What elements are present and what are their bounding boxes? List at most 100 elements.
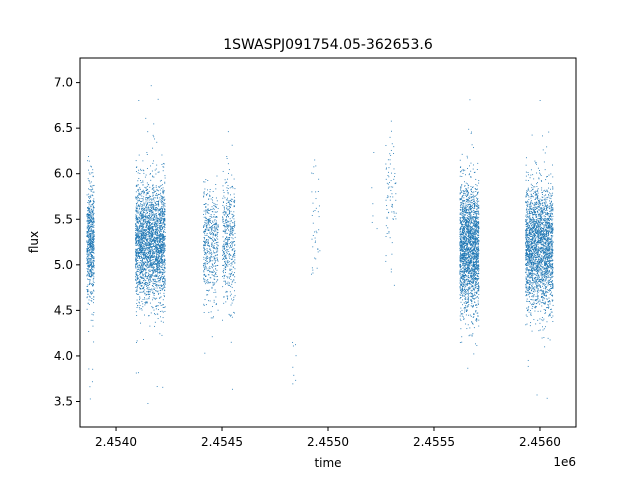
scatter-point (139, 225, 141, 227)
scatter-point (162, 166, 164, 168)
scatter-point (146, 234, 148, 236)
scatter-point (161, 266, 163, 268)
scatter-point (150, 245, 151, 247)
scatter-point (203, 196, 205, 198)
scatter-point (150, 240, 152, 242)
scatter-point (395, 199, 397, 201)
scatter-point (205, 203, 207, 205)
scatter-point (160, 251, 162, 252)
scatter-point (87, 207, 89, 209)
scatter-point (147, 288, 149, 290)
scatter-point (232, 280, 234, 282)
scatter-point (89, 233, 91, 235)
scatter-point (161, 241, 163, 243)
scatter-point (470, 257, 472, 259)
scatter-point (161, 260, 163, 262)
scatter-point (149, 213, 151, 215)
scatter-point (231, 228, 233, 230)
scatter-point (148, 261, 150, 263)
scatter-point (145, 189, 147, 191)
scatter-point (89, 269, 91, 270)
scatter-point (208, 253, 210, 255)
scatter-point (144, 247, 146, 249)
scatter-point (86, 252, 88, 253)
scatter-point (226, 248, 228, 250)
scatter-point (155, 305, 157, 307)
scatter-point (207, 255, 209, 257)
scatter-point (216, 243, 218, 245)
scatter-point (234, 262, 236, 264)
scatter-point (207, 281, 209, 283)
scatter-point (152, 253, 154, 255)
scatter-point (138, 277, 139, 279)
scatter-point (91, 271, 93, 273)
scatter-point (209, 189, 211, 190)
scatter-point (472, 204, 474, 206)
scatter-point (92, 285, 93, 286)
scatter-point (204, 222, 206, 224)
scatter-point (156, 222, 158, 224)
scatter-point (463, 217, 465, 219)
scatter-point (141, 247, 142, 249)
scatter-point (204, 204, 205, 205)
scatter-point (204, 242, 206, 244)
scatter-point (149, 289, 151, 291)
scatter-point (153, 219, 155, 220)
scatter-point (228, 243, 230, 245)
scatter-point (233, 201, 235, 203)
scatter-point (152, 147, 154, 149)
scatter-point (231, 283, 233, 285)
scatter-point (150, 239, 152, 241)
scatter-point (154, 191, 156, 192)
scatter-point (205, 194, 207, 195)
scatter-point (159, 218, 161, 219)
scatter-point (206, 228, 208, 230)
scatter-point (225, 242, 227, 244)
scatter-point (140, 255, 142, 257)
scatter-point (465, 301, 467, 302)
scatter-point (160, 209, 162, 211)
scatter-point (163, 199, 165, 201)
scatter-point (160, 211, 162, 213)
scatter-point (464, 239, 465, 241)
scatter-point (137, 268, 139, 270)
scatter-point (462, 228, 464, 230)
scatter-point (162, 213, 164, 215)
scatter-point (385, 225, 387, 227)
scatter-point (141, 195, 143, 197)
scatter-point (216, 228, 218, 230)
scatter-point (142, 217, 144, 218)
scatter-point (141, 281, 143, 283)
scatter-point (156, 213, 157, 215)
scatter-point (144, 298, 146, 300)
scatter-point (314, 231, 316, 233)
scatter-point (216, 223, 217, 225)
scatter-point (162, 187, 164, 189)
scatter-point (152, 291, 154, 293)
scatter-point (135, 250, 137, 252)
scatter-point (91, 270, 93, 272)
scatter-point (225, 282, 227, 284)
scatter-point (152, 259, 153, 261)
scatter-point (92, 235, 94, 237)
scatter-point (90, 255, 92, 257)
scatter-point (223, 246, 225, 248)
scatter-point (207, 294, 209, 296)
scatter-point (140, 224, 142, 226)
scatter-point (93, 205, 95, 207)
scatter-point (149, 236, 151, 238)
scatter-point (136, 248, 138, 250)
scatter-point (159, 214, 161, 216)
scatter-point (469, 265, 471, 267)
scatter-point (152, 279, 154, 281)
scatter-point (213, 258, 215, 260)
scatter-point (161, 200, 163, 202)
scatter-point (89, 217, 90, 219)
scatter-point (206, 222, 208, 224)
scatter-point (135, 282, 137, 284)
scatter-point (163, 282, 165, 284)
scatter-point (203, 258, 205, 260)
scatter-point (87, 234, 89, 236)
scatter-point (222, 230, 224, 232)
scatter-point (139, 291, 141, 293)
